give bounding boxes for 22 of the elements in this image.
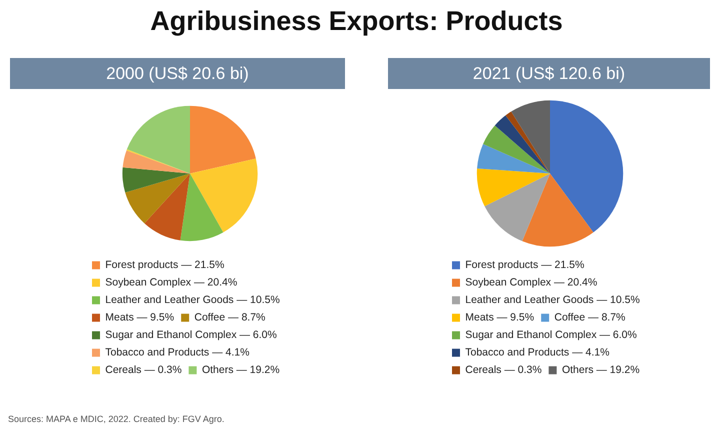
legend-label: Sugar and Ethanol Complex — 6.0% <box>105 329 277 342</box>
chart-title: 2000 (US$ 20.6 bi) <box>10 58 345 89</box>
legend-label: Cereals — 0.3% <box>105 364 182 376</box>
legend-label: Cereals — 0.3% <box>465 364 542 376</box>
legend-label: Meats — 9.5% <box>465 312 534 324</box>
legend-label: Others — 19.2% <box>202 364 280 376</box>
legend-label: Meats — 9.5% <box>105 312 174 324</box>
legend-label: Leather and Leather Goods — 10.5% <box>105 294 280 306</box>
source-note: Sources: MAPA e MDIC, 2022. Created by: FGV Agro. <box>8 414 224 424</box>
legend-label: Tobacco and Products — 4.1% <box>105 346 250 359</box>
legend-label: Sugar and Ethanol Complex — 6.0% <box>465 329 637 342</box>
chart-title: 2021 (US$ 120.6 bi) <box>388 58 710 89</box>
legend-label: Tobacco and Products — 4.1% <box>465 346 610 359</box>
legend-label: Soybean Complex — 20.4% <box>105 276 238 289</box>
legend-label: Forest products — 21.5% <box>105 259 224 272</box>
legend-label: Soybean Complex — 20.4% <box>465 276 598 289</box>
legend-label: Forest products — 21.5% <box>465 259 584 272</box>
legend-label: Others — 19.2% <box>562 364 640 376</box>
legend-label: Coffee — 8.7% <box>194 312 266 324</box>
legend-label: Coffee — 8.7% <box>554 312 626 324</box>
legend-label: Leather and Leather Goods — 10.5% <box>465 294 640 306</box>
text: Agribusiness Exports: Products <box>149 6 564 37</box>
